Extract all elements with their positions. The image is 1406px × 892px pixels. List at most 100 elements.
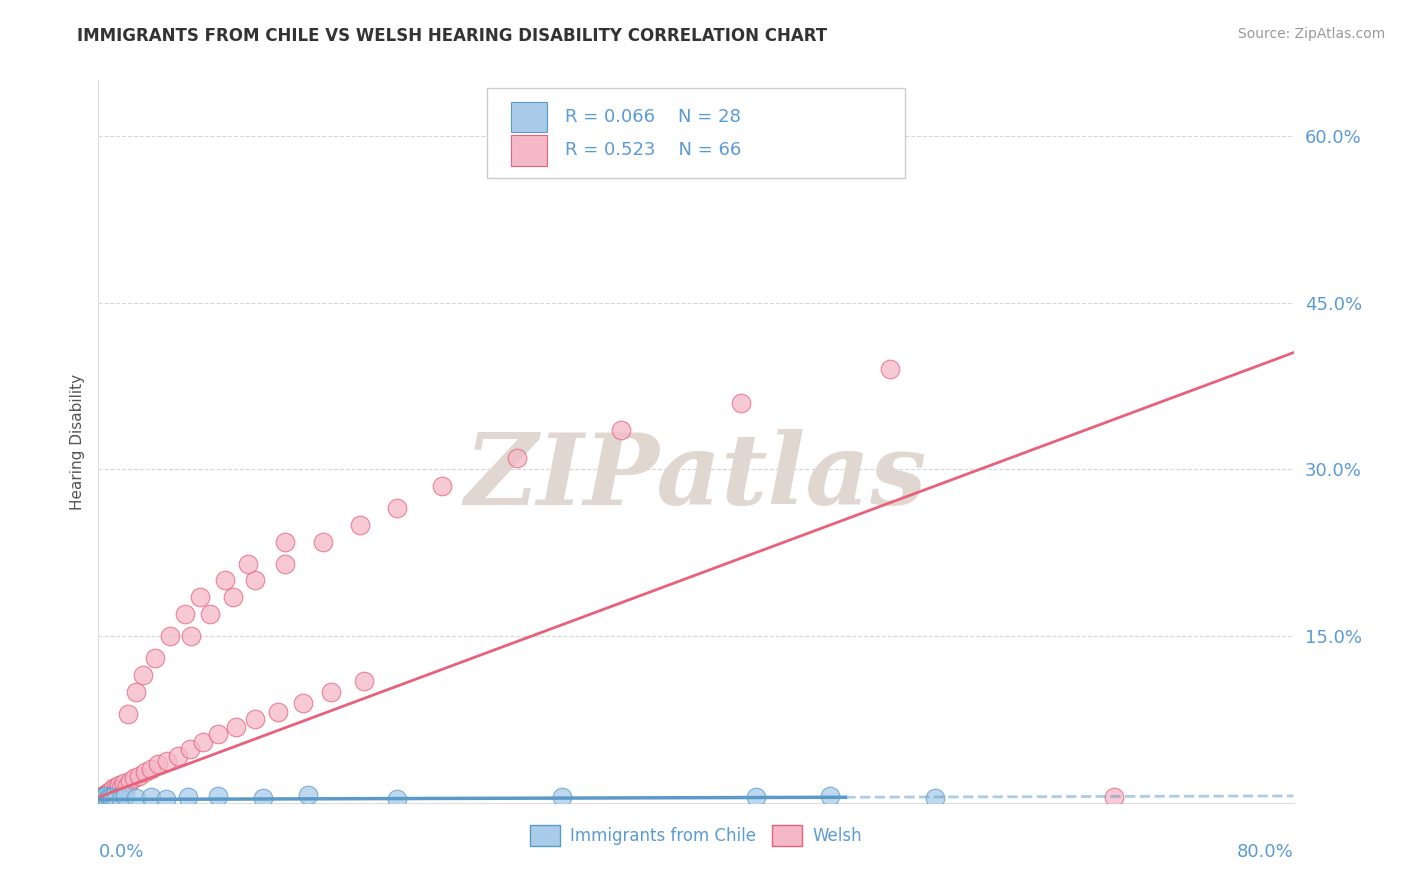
Point	[115, 779, 138, 793]
Point	[252, 791, 274, 805]
Point	[94, 791, 117, 805]
Point	[349, 517, 371, 532]
Point	[90, 791, 112, 805]
Point	[222, 590, 245, 604]
Point	[96, 786, 118, 800]
Point	[91, 792, 114, 806]
Point	[610, 424, 633, 438]
Point	[103, 781, 125, 796]
FancyBboxPatch shape	[510, 136, 547, 166]
Point	[93, 788, 115, 802]
Point	[128, 769, 150, 783]
Point	[292, 696, 315, 710]
Point	[207, 789, 229, 804]
Point	[385, 501, 409, 516]
Point	[97, 790, 120, 805]
Point	[207, 727, 229, 741]
Text: 0.0%: 0.0%	[98, 843, 143, 861]
Point	[103, 790, 125, 805]
Point	[274, 557, 297, 571]
Text: IMMIGRANTS FROM CHILE VS WELSH HEARING DISABILITY CORRELATION CHART: IMMIGRANTS FROM CHILE VS WELSH HEARING D…	[77, 27, 828, 45]
Point	[97, 789, 120, 804]
Point	[107, 782, 129, 797]
Point	[820, 789, 842, 804]
Point	[730, 395, 752, 409]
Point	[139, 790, 162, 805]
Point	[125, 791, 148, 805]
Text: R = 0.523    N = 66: R = 0.523 N = 66	[565, 141, 741, 160]
FancyBboxPatch shape	[510, 102, 547, 132]
Point	[311, 534, 333, 549]
Point	[180, 629, 202, 643]
Point	[385, 792, 409, 806]
Point	[101, 792, 124, 806]
Point	[105, 780, 128, 795]
Point	[745, 790, 768, 805]
FancyBboxPatch shape	[486, 87, 905, 178]
Point	[104, 783, 127, 797]
Point	[143, 651, 166, 665]
Point	[139, 763, 162, 777]
Point	[101, 787, 124, 801]
Text: 80.0%: 80.0%	[1237, 843, 1294, 861]
Point	[430, 479, 453, 493]
Point	[114, 789, 136, 804]
Point	[118, 773, 141, 788]
Point	[110, 781, 132, 796]
Point	[89, 794, 111, 808]
Point	[274, 534, 297, 549]
Point	[91, 789, 114, 804]
Point	[879, 362, 901, 376]
Point	[179, 742, 201, 756]
Point	[245, 713, 267, 727]
Point	[924, 791, 946, 805]
Point	[156, 754, 179, 768]
Legend: Immigrants from Chile, Welsh: Immigrants from Chile, Welsh	[523, 819, 869, 852]
Point	[214, 574, 236, 588]
Point	[134, 764, 156, 779]
Point	[321, 684, 343, 698]
Point	[90, 795, 112, 809]
Point	[132, 668, 155, 682]
Point	[94, 787, 117, 801]
Point	[155, 792, 177, 806]
Point	[297, 788, 319, 802]
Point	[236, 557, 259, 571]
Point	[188, 590, 211, 604]
Text: Source: ZipAtlas.com: Source: ZipAtlas.com	[1237, 27, 1385, 41]
Point	[98, 788, 122, 802]
Point	[90, 794, 112, 808]
Point	[191, 734, 214, 748]
Point	[112, 776, 135, 790]
Point	[245, 574, 267, 588]
Point	[96, 792, 118, 806]
Point	[93, 794, 115, 808]
Point	[506, 451, 529, 466]
Point	[103, 786, 125, 800]
Point	[93, 792, 115, 806]
Point	[117, 706, 139, 721]
Text: ZIPatlas: ZIPatlas	[465, 429, 927, 526]
Point	[353, 673, 375, 688]
Point	[174, 607, 197, 621]
Point	[200, 607, 222, 621]
Point	[90, 790, 112, 805]
Point	[97, 785, 120, 799]
Point	[225, 720, 247, 734]
Point	[267, 705, 290, 719]
Point	[166, 749, 188, 764]
Point	[94, 791, 117, 805]
Point	[108, 778, 131, 792]
Point	[1104, 790, 1126, 805]
Point	[98, 783, 122, 797]
Point	[177, 790, 200, 805]
Point	[98, 791, 122, 805]
Point	[91, 790, 114, 805]
Point	[94, 789, 117, 804]
Point	[110, 792, 132, 806]
Point	[159, 629, 181, 643]
Point	[124, 772, 146, 786]
Point	[550, 790, 572, 805]
Point	[89, 792, 111, 806]
Point	[91, 791, 114, 805]
